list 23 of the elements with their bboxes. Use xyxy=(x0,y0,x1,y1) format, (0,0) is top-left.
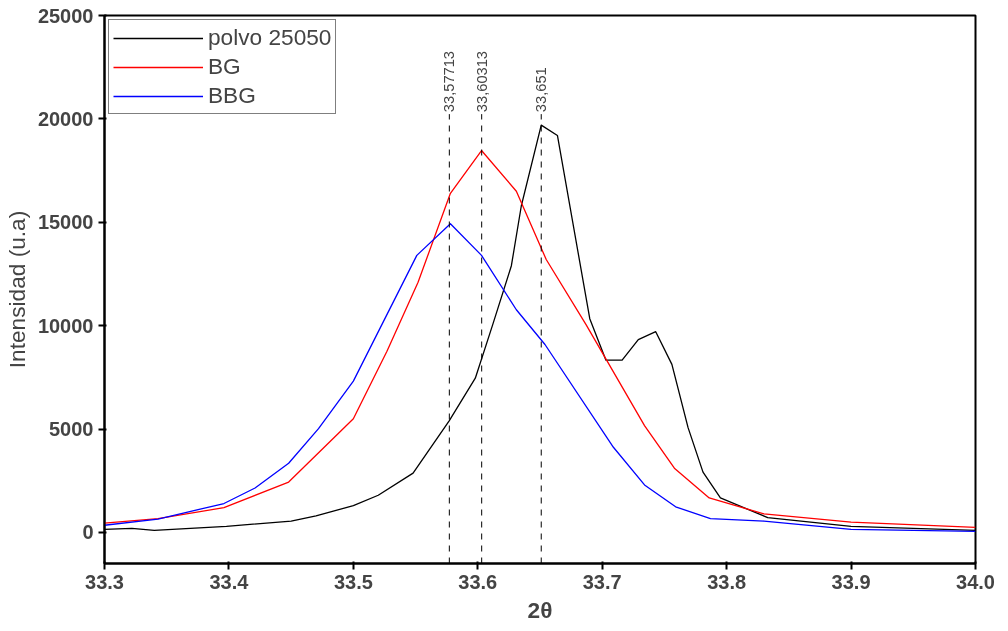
x-tick-label: 33.9 xyxy=(831,570,871,593)
y-tick-label: 20000 xyxy=(37,107,94,130)
y-tick-label: 25000 xyxy=(37,4,94,27)
ref-line-label: 33,57713 xyxy=(441,51,458,113)
x-tick-label: 33.8 xyxy=(707,570,747,593)
x-tick-label: 33.3 xyxy=(85,570,124,593)
ref-line-label: 33,60313 xyxy=(473,51,490,113)
y-tick-label: 5000 xyxy=(49,418,94,441)
x-tick-label: 33.4 xyxy=(209,570,250,593)
x-axis-title: 2θ xyxy=(527,596,553,623)
legend-label: BBG xyxy=(208,82,256,109)
legend-label: BG xyxy=(208,53,241,80)
y-tick-label: 15000 xyxy=(37,211,94,234)
x-tick-label: 33.6 xyxy=(458,570,498,593)
y-tick-label: 10000 xyxy=(37,314,94,337)
y-tick-label: 0 xyxy=(82,521,94,544)
y-axis-title: Intensidad (u.a) xyxy=(3,210,30,369)
x-tick-label: 33.5 xyxy=(333,570,373,593)
x-tick-label: 33.7 xyxy=(582,570,622,593)
legend-label: polvo 25050 xyxy=(208,24,332,51)
x-tick-label: 34.0 xyxy=(956,570,995,593)
ref-line-label: 33,651 xyxy=(533,67,550,113)
line-series xyxy=(104,223,976,533)
